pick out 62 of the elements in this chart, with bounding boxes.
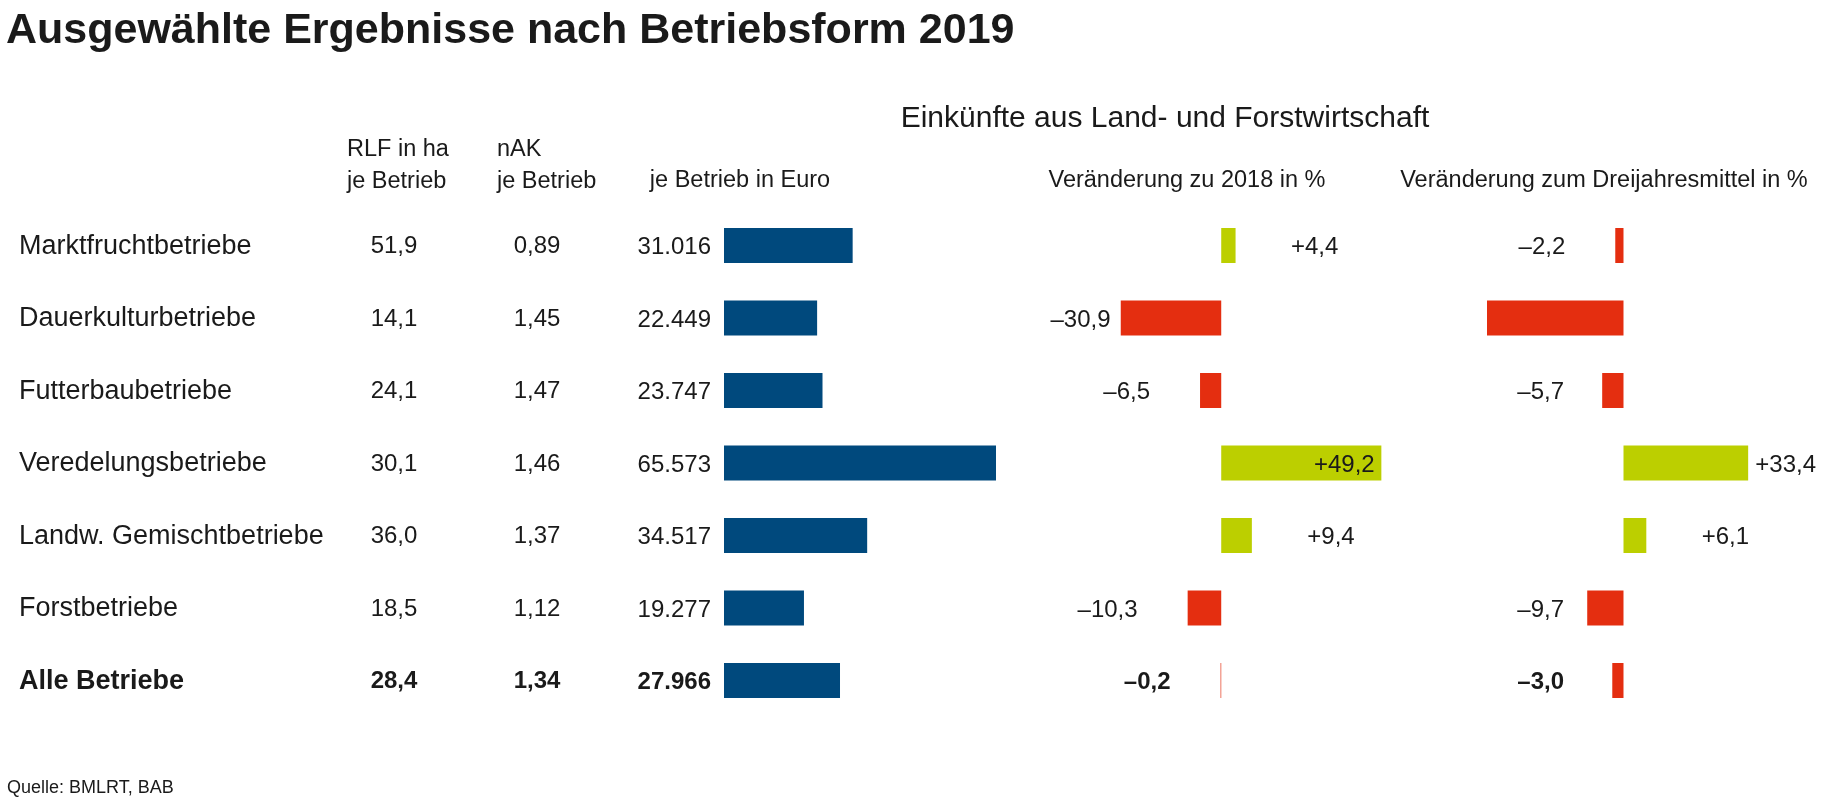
data-label: 30,1 [370,448,418,476]
bar [724,373,823,408]
bar [1200,373,1222,408]
text: Ausgewählte Ergebnisse nach Betriebsform 2019 [6,3,1015,52]
data-label: –9,7 [1517,594,1564,622]
bar [1221,445,1382,481]
data-label: 1,34 [513,666,561,694]
data-label: 23.747 [637,377,711,404]
data-label: 24,1 [370,376,418,404]
bar [724,590,804,626]
data-label: +4,4 [1290,232,1339,259]
data-label: –30,9 [1050,304,1111,332]
data-label: 34.517 [637,522,711,549]
bar [1221,518,1252,553]
data-label: 27.966 [637,667,711,694]
data-label: –2,2 [1518,232,1566,259]
data-label: 1,37 [513,521,561,549]
bar [1221,228,1236,263]
bar [1120,300,1222,336]
data-label: 0,89 [513,231,561,259]
category-label: Futterbaubetriebe [19,374,233,405]
data-label: 31.016 [637,232,711,259]
x-axis-title: Veränderung zum Dreijahresmittel in % [1400,166,1808,193]
data-label: –6,5 [1103,377,1151,404]
data-label: 51,9 [370,231,418,259]
data-label: 19.277 [637,594,711,622]
data-label: 1,45 [513,303,561,331]
text: nAK je Betrieb [497,133,597,195]
data-label: 28,4 [370,666,418,694]
data-label: –5,7 [1517,377,1564,404]
bar [724,663,840,698]
data-label: –10,3 [1077,594,1138,622]
category-label: Alle Betriebe [19,664,185,695]
data-label: +33,4 [1755,449,1816,477]
bar [1187,590,1222,626]
text: RLF in ha je Betrieb [347,133,449,195]
category-label: Marktfruchtbetriebe [19,229,252,260]
data-label: 36,0 [370,521,418,549]
data-label: –0,2 [1123,667,1171,694]
data-label: +49,2 [1313,449,1375,477]
x-axis-title: Veränderung zu 2018 in % [1048,166,1326,193]
text: Einkünfte aus Land- und Forstwirtschaft [900,99,1430,133]
bar [724,228,853,263]
data-label: +6,1 [1701,522,1750,549]
data-label: 14,1 [370,303,418,331]
data-label: 1,47 [513,376,561,404]
category-label: Veredelungsbetriebe [19,447,267,478]
x-axis-title: je Betrieb in Euro [649,166,831,193]
bar [724,445,996,481]
category-label: Forstbetriebe [19,592,179,623]
data-label: 22.449 [637,304,711,332]
data-label: +9,4 [1307,522,1355,549]
data-label: 1,12 [513,593,561,621]
data-label: –3,0 [1517,667,1564,694]
bar [724,300,818,336]
data-label: 18,5 [370,593,418,621]
source-note: Quelle: BMLRT, BAB [7,776,174,797]
data-label: 65.573 [637,449,711,477]
bar [724,518,868,553]
category-label: Dauerkulturbetriebe [19,302,257,333]
category-label: Landw. Gemischtbetriebe [19,519,324,550]
data-label: 1,46 [513,448,561,476]
